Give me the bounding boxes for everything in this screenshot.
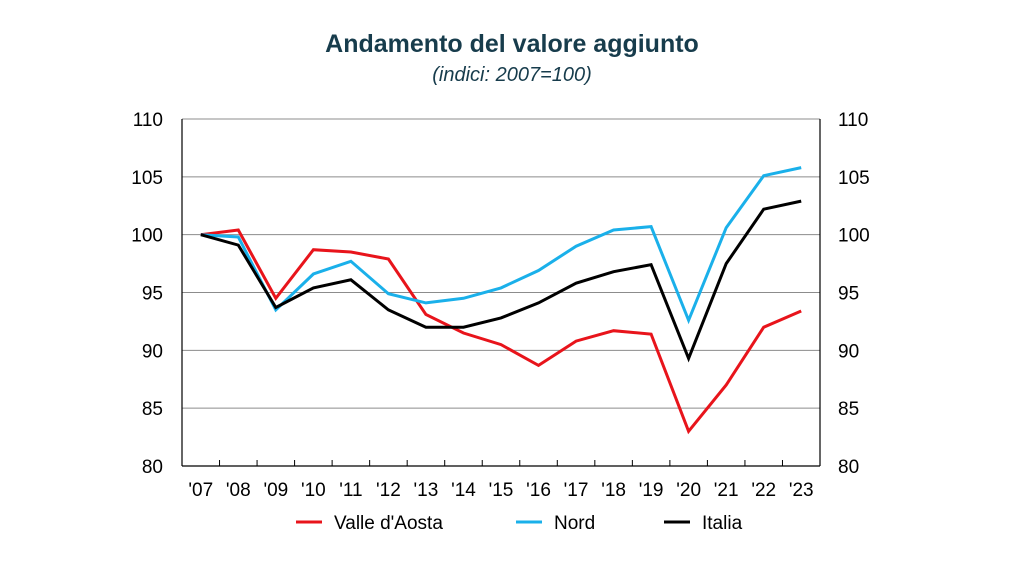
plot-frame — [181, 119, 821, 467]
x-tick-label: '19 — [639, 480, 664, 501]
x-tick-label: '14 — [451, 480, 476, 501]
x-tick-label: '15 — [489, 480, 514, 501]
x-tick-label: '16 — [526, 480, 551, 501]
y-tick-label-right: 110 — [838, 110, 868, 131]
y-tick-label-left: 95 — [142, 284, 163, 305]
y-tick-label-right: 105 — [838, 168, 870, 189]
gridlines — [182, 118, 820, 409]
x-tick-label: '09 — [263, 480, 288, 501]
series-lines — [200, 166, 802, 435]
legend-label: Italia — [702, 513, 743, 534]
x-tick-label: '21 — [714, 480, 739, 501]
y-axis-right: 80 85 90 95 100 105 110 — [838, 110, 870, 478]
x-tick-label: '12 — [376, 480, 401, 501]
x-tick-label: '22 — [751, 480, 776, 501]
x-tick-label: '20 — [676, 480, 701, 501]
y-tick-label-right: 100 — [838, 226, 870, 247]
series-line-valle-d-aosta — [200, 228, 802, 435]
chart-title: Andamento del valore aggiunto — [325, 30, 699, 58]
x-tick-label: '13 — [414, 480, 439, 501]
series-line-nord — [200, 166, 802, 325]
y-tick-label-left: 100 — [131, 226, 163, 247]
x-tick-label: '17 — [564, 480, 589, 501]
y-tick-label-right: 85 — [838, 399, 859, 420]
y-tick-label-left: 105 — [131, 168, 163, 189]
y-tick-label-left: 85 — [142, 399, 163, 420]
y-tick-label-right: 95 — [838, 284, 859, 305]
x-tick-label: '10 — [301, 480, 326, 501]
chart-subtitle: (indici: 2007=100) — [432, 64, 592, 86]
x-axis: '07 '08 '09 '10 '11 '12 '13 '14 '15 '16 '17 '18 '19 '… — [181, 460, 821, 501]
series-line-italia — [200, 199, 802, 363]
y-tick-label-left: 110 — [133, 110, 163, 131]
legend-label: Valle d'Aosta — [334, 513, 443, 534]
y-axis-left: 80 85 90 95 100 105 110 — [131, 110, 163, 478]
x-tick-label: '07 — [188, 480, 213, 501]
legend: Valle d'Aosta Nord Italia — [296, 513, 743, 534]
y-tick-label-left: 80 — [142, 457, 163, 478]
y-tick-label-left: 90 — [142, 341, 163, 362]
y-tick-label-right: 90 — [838, 341, 859, 362]
x-tick-label: '18 — [601, 480, 626, 501]
y-tick-label-right: 80 — [838, 457, 859, 478]
x-tick-label: '08 — [226, 480, 251, 501]
legend-label: Nord — [554, 513, 595, 534]
x-tick-label: '11 — [339, 480, 362, 501]
x-tick-label: '23 — [789, 480, 814, 501]
